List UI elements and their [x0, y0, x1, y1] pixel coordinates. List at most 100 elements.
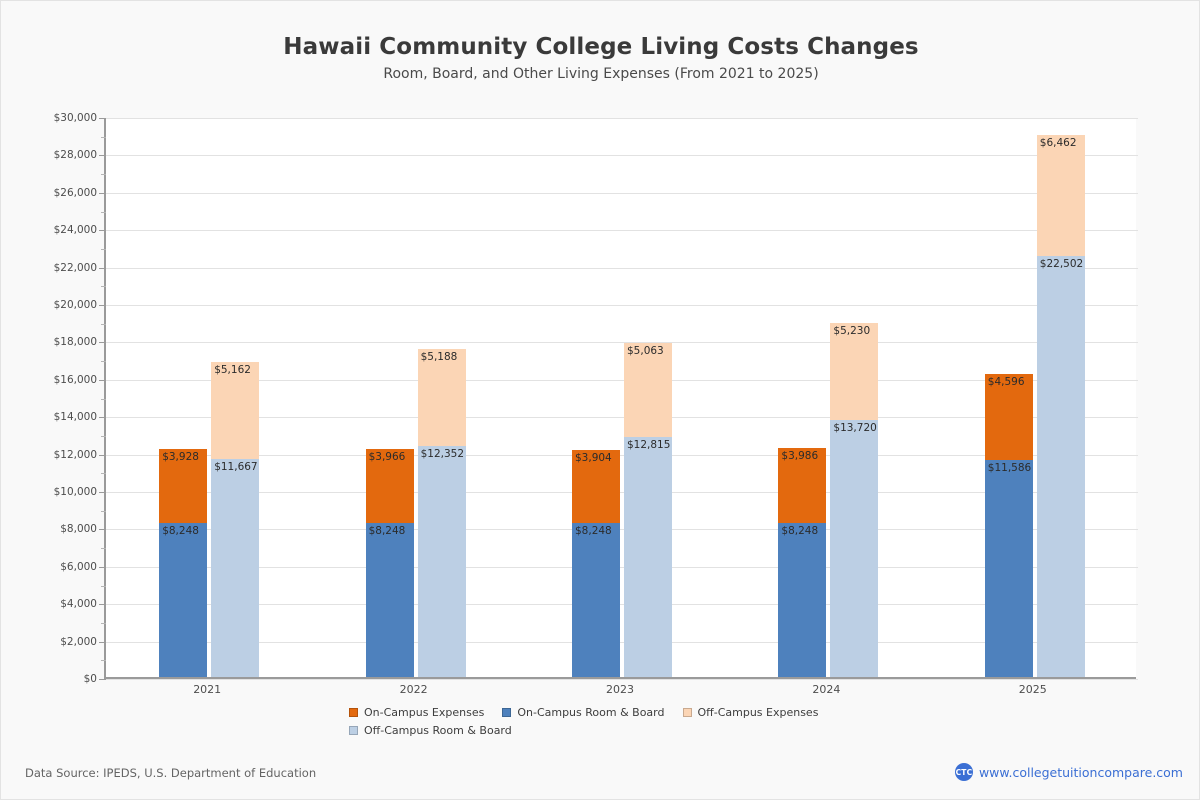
data-label-on-campus-room-board: $8,248	[781, 524, 819, 537]
legend-item-on-campus-room-board[interactable]: On-Campus Room & Board	[502, 703, 665, 721]
gridline	[106, 529, 1138, 531]
bar-on-campus-2022[interactable]	[365, 448, 414, 677]
segment-off-campus-expenses[interactable]	[1036, 135, 1085, 257]
y-axis-tick-label: $26,000	[53, 186, 97, 199]
y-tick-minor	[101, 323, 106, 325]
gridline	[106, 492, 1138, 493]
y-tick-minor	[101, 660, 106, 662]
segment-off-campus-expenses[interactable]	[417, 349, 466, 447]
legend-row-2: Off-Campus Room & Board	[349, 721, 869, 739]
segment-on-campus-room-board[interactable]	[365, 522, 414, 677]
ctc-logo-icon: CTC	[954, 763, 973, 781]
y-tick-major	[99, 305, 106, 306]
data-label-off-campus-room-board: $12,815	[627, 439, 671, 452]
y-tick-major	[99, 267, 106, 269]
segment-off-campus-room-board[interactable]	[417, 446, 466, 677]
segment-off-campus-room-board[interactable]	[830, 420, 879, 677]
y-tick-minor	[101, 248, 106, 250]
gridline	[106, 192, 1138, 194]
y-axis-tick-label: $22,000	[53, 261, 97, 274]
x-axis-tick-label: 2021	[193, 683, 222, 696]
data-label-off-campus-expenses: $6,462	[1039, 137, 1077, 150]
data-label-off-campus-room-board: $22,502	[1039, 258, 1084, 271]
data-label-on-campus-expenses: $3,966	[368, 450, 406, 463]
segment-on-campus-expenses[interactable]	[778, 448, 827, 523]
segment-off-campus-room-board[interactable]	[211, 458, 260, 677]
legend-row-1: On-Campus Expenses On-Campus Room & Boar…	[349, 703, 869, 721]
data-label-on-campus-room-board: $8,248	[575, 524, 612, 537]
bar-off-campus-2023[interactable]	[624, 342, 672, 677]
gridline	[106, 641, 1138, 643]
segment-off-campus-room-board[interactable]	[624, 437, 672, 677]
segment-on-campus-expenses[interactable]	[572, 449, 620, 523]
data-label-on-campus-room-board: $11,586	[987, 462, 1032, 475]
segment-off-campus-room-board[interactable]	[1036, 256, 1085, 677]
chart-legend: On-Campus Expenses On-Campus Room & Boar…	[349, 703, 869, 739]
segment-off-campus-expenses[interactable]	[211, 362, 260, 459]
legend-item-on-campus-expenses[interactable]: On-Campus Expenses	[349, 703, 484, 721]
legend-item-off-campus-room-board[interactable]: Off-Campus Room & Board	[349, 721, 512, 739]
legend-swatch-icon	[502, 707, 512, 717]
bar-off-campus-2024[interactable]	[830, 322, 879, 677]
y-tick-major	[99, 604, 106, 606]
bar-on-campus-2021[interactable]	[159, 449, 208, 677]
y-axis-tick-label: $18,000	[53, 336, 97, 349]
chart-subtitle: Room, Board, and Other Living Expenses (…	[383, 66, 819, 82]
gridline	[106, 155, 1138, 157]
gridline	[106, 417, 1138, 419]
legend-label: Off-Campus Room & Board	[364, 723, 512, 737]
x-axis-tick-label: 2023	[606, 683, 634, 696]
segment-off-campus-expenses[interactable]	[624, 342, 672, 438]
plot-area: $8,248 $3,928 $11,667 $5,162 $8,248 $3,966 $12…	[99, 118, 1138, 680]
x-axis-tick-label: 2022	[399, 683, 428, 696]
y-tick-major	[99, 342, 106, 344]
y-axis-tick-label: $28,000	[53, 149, 97, 162]
bar-off-campus-2021[interactable]	[211, 362, 260, 677]
bar-on-campus-2023[interactable]	[572, 449, 620, 677]
data-label-off-campus-expenses: $5,230	[833, 324, 871, 337]
y-tick-major	[99, 454, 106, 456]
y-tick-minor	[101, 398, 106, 400]
segment-on-campus-expenses[interactable]	[984, 374, 1033, 461]
segment-on-campus-expenses[interactable]	[159, 449, 208, 523]
data-label-on-campus-expenses: $3,986	[781, 450, 819, 463]
y-tick-major	[99, 155, 106, 157]
legend-item-off-campus-expenses[interactable]: Off-Campus Expenses	[682, 703, 818, 721]
bar-off-campus-2025[interactable]	[1036, 135, 1085, 677]
segment-off-campus-expenses[interactable]	[830, 322, 879, 421]
y-tick-major	[99, 529, 106, 531]
bar-on-campus-2024[interactable]	[778, 448, 827, 677]
segment-on-campus-room-board[interactable]	[984, 460, 1033, 677]
legend-swatch-icon	[349, 725, 358, 735]
y-tick-major	[99, 118, 106, 119]
segment-on-campus-expenses[interactable]	[365, 448, 414, 523]
legend-swatch-icon	[349, 707, 358, 717]
legend-swatch-icon	[682, 707, 692, 717]
brand-link[interactable]: CTC www.collegetuitioncompare.com	[954, 763, 1183, 781]
gridline	[106, 379, 1138, 381]
bar-on-campus-2025[interactable]	[984, 374, 1033, 677]
x-axis-tick-label: 2025	[1018, 683, 1047, 696]
y-axis-labels: $0 $2,000 $4,000 $6,000 $8,000 $10,000 $12,000…	[1, 112, 97, 685]
y-tick-minor	[101, 585, 106, 587]
y-tick-major	[99, 492, 106, 493]
y-axis-tick-label: $8,000	[60, 523, 97, 536]
data-label-off-campus-room-board: $13,720	[833, 422, 877, 435]
data-label-on-campus-expenses: $4,596	[987, 376, 1025, 389]
gridline	[106, 342, 1138, 344]
y-tick-minor	[101, 473, 106, 475]
segment-on-campus-room-board[interactable]	[159, 522, 208, 677]
y-axis-tick-label: $16,000	[53, 373, 97, 386]
segment-on-campus-room-board[interactable]	[778, 522, 827, 677]
gridline	[106, 230, 1138, 232]
data-label-on-campus-expenses: $3,904	[575, 451, 612, 464]
y-tick-minor	[101, 361, 106, 363]
y-axis-tick-label: $20,000	[53, 299, 97, 311]
y-axis-tick-label: $6,000	[60, 560, 97, 573]
y-axis-tick-label: $30,000	[53, 112, 97, 124]
data-label-off-campus-expenses: $5,162	[214, 364, 251, 377]
y-axis-tick-label: $24,000	[53, 224, 97, 237]
segment-on-campus-room-board[interactable]	[572, 522, 620, 677]
bar-off-campus-2022[interactable]	[417, 349, 466, 677]
y-tick-major	[99, 192, 106, 194]
